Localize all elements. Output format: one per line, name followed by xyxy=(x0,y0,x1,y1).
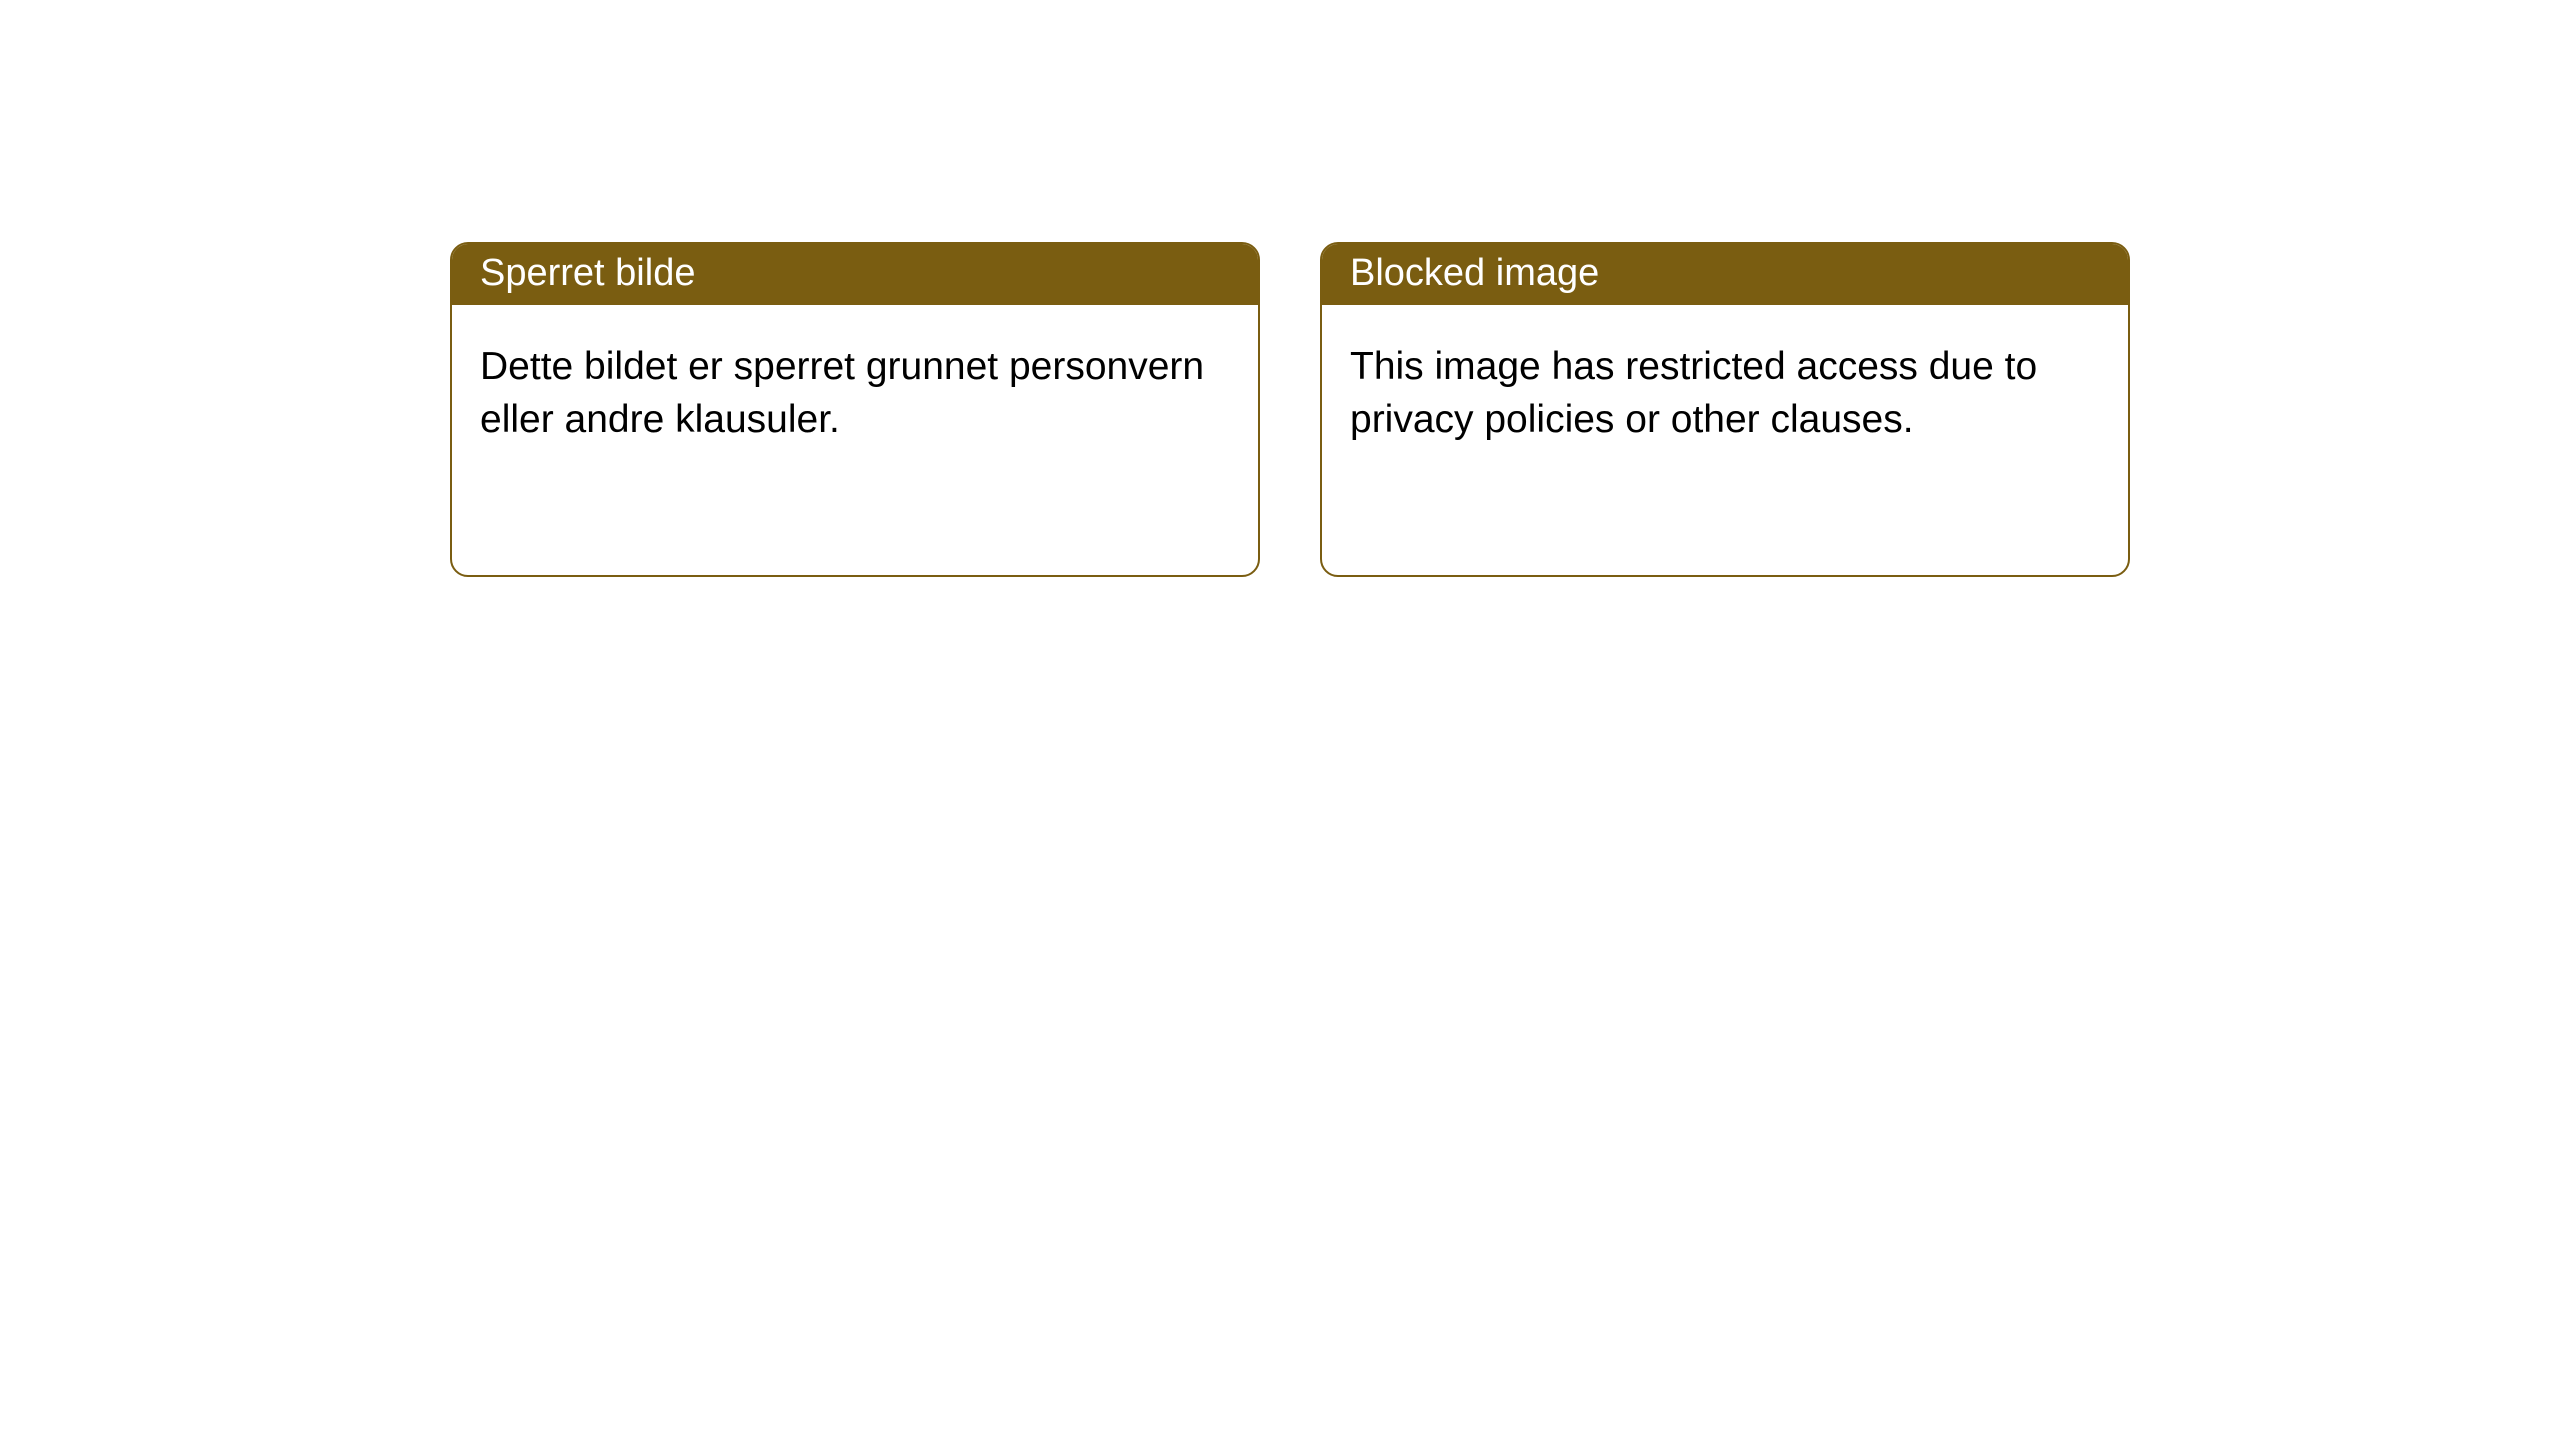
card-header: Blocked image xyxy=(1322,244,2128,305)
blocked-image-card-norwegian: Sperret bilde Dette bildet er sperret gr… xyxy=(450,242,1260,577)
blocked-image-card-english: Blocked image This image has restricted … xyxy=(1320,242,2130,577)
card-body-text: This image has restricted access due to … xyxy=(1322,305,2128,575)
card-header: Sperret bilde xyxy=(452,244,1258,305)
card-body-text: Dette bildet er sperret grunnet personve… xyxy=(452,305,1258,575)
blocked-image-cards-container: Sperret bilde Dette bildet er sperret gr… xyxy=(450,242,2130,577)
